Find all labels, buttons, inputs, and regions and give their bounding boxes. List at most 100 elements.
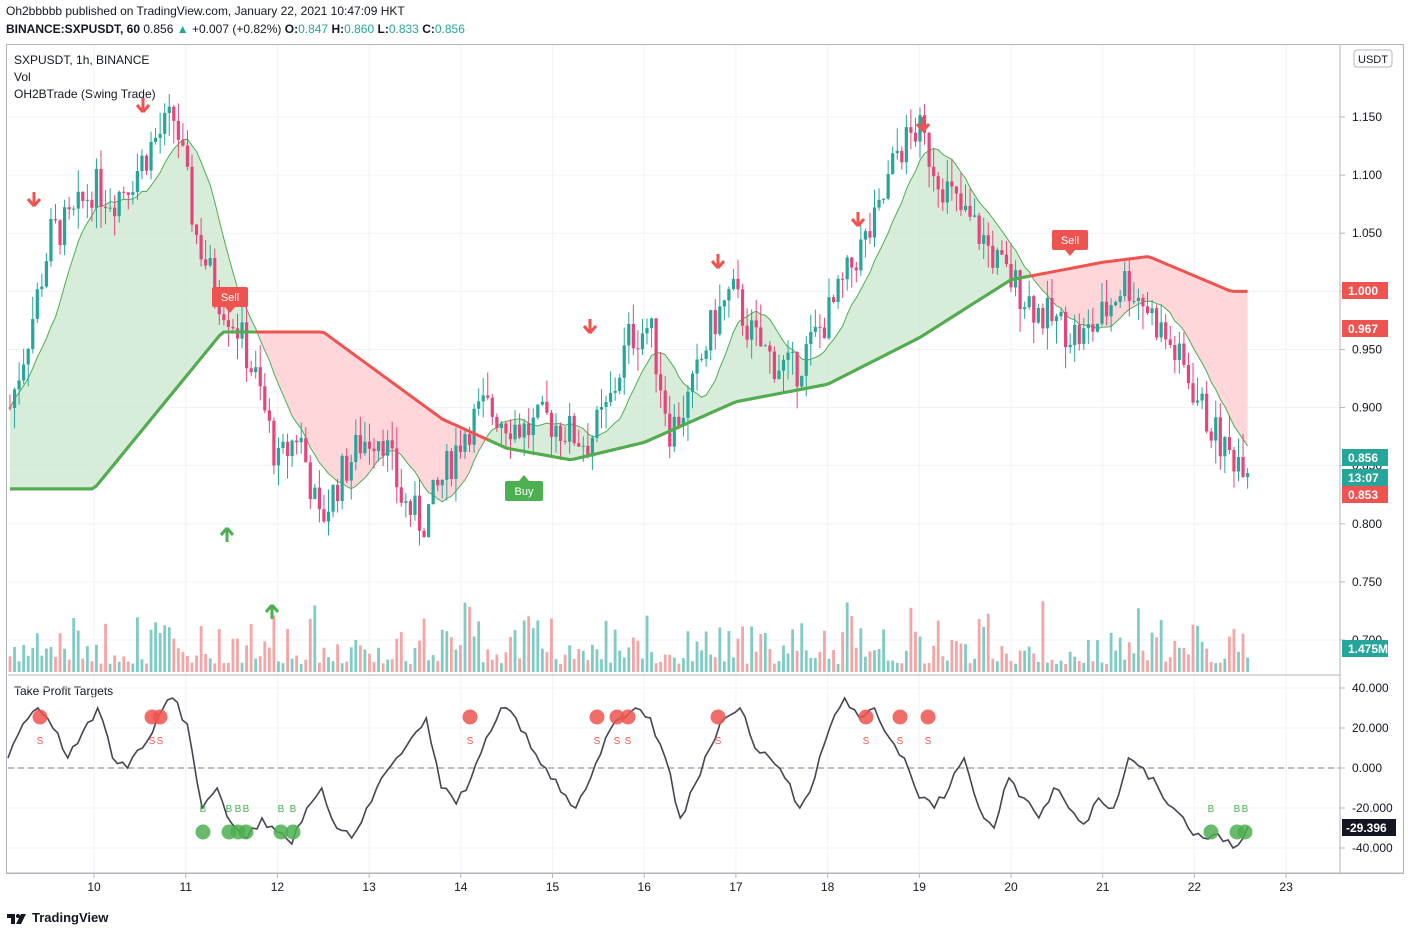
- candle: [135, 153, 139, 200]
- sell-target-letter: S: [625, 736, 632, 747]
- price-badge: [1342, 449, 1388, 466]
- volume-bar: [1032, 653, 1036, 672]
- candle: [85, 183, 89, 219]
- candle-body: [185, 145, 190, 167]
- candle: [572, 413, 576, 446]
- candle: [1236, 438, 1241, 482]
- candle: [463, 428, 467, 460]
- volume-bar: [1209, 662, 1213, 672]
- candle-body: [417, 495, 422, 531]
- volume-bar: [354, 639, 358, 672]
- candle: [126, 192, 130, 210]
- volume-bar: [1059, 660, 1063, 672]
- candle-body: [149, 141, 153, 171]
- candle-body: [677, 416, 681, 427]
- volume-bar: [1214, 663, 1218, 672]
- candle-body: [1200, 393, 1204, 401]
- candle-body: [99, 168, 103, 207]
- volume-bar: [959, 643, 963, 672]
- candle-body: [1209, 431, 1213, 441]
- candle: [99, 150, 103, 228]
- candle-body: [954, 186, 958, 194]
- volume-bar: [481, 662, 485, 672]
- volume-bar: [208, 658, 212, 672]
- candle: [1109, 297, 1113, 332]
- candle-body: [513, 424, 517, 440]
- buy-arrow-icon: [264, 604, 280, 619]
- legend-vol[interactable]: Vol: [14, 70, 31, 84]
- buy-target-marker: [238, 824, 254, 840]
- time-tick-label: 10: [87, 880, 101, 894]
- candle: [513, 409, 517, 443]
- sell-arrow-icon: [710, 254, 726, 269]
- candle: [190, 154, 194, 232]
- candle: [103, 190, 108, 225]
- sell-target-marker: [892, 709, 908, 725]
- candle-body: [440, 479, 444, 486]
- candle-body: [1141, 297, 1145, 307]
- candle: [941, 178, 945, 212]
- candle-body: [700, 358, 704, 360]
- volume-bar: [522, 620, 526, 672]
- candle: [631, 304, 635, 356]
- candle: [8, 394, 12, 411]
- candle-body: [76, 191, 80, 209]
- volume-bar: [149, 629, 153, 672]
- volume-bar: [22, 644, 26, 672]
- legend-indicator[interactable]: OH2BTrade (Swing Trade): [14, 87, 156, 101]
- candle-body: [349, 462, 353, 481]
- volume-bar: [986, 613, 990, 672]
- candle: [759, 304, 763, 347]
- currency-box[interactable]: [1353, 49, 1393, 68]
- candle: [376, 441, 381, 462]
- volume-bar: [176, 648, 180, 672]
- candle-body: [408, 501, 412, 515]
- volume-bar: [122, 656, 126, 672]
- volume-bar: [131, 663, 135, 672]
- volume-bar: [513, 630, 517, 672]
- volume-bar: [550, 618, 553, 672]
- candle: [713, 298, 717, 350]
- open-label: O:: [284, 22, 299, 36]
- candle-body: [90, 199, 94, 208]
- volume-bar: [1064, 663, 1067, 672]
- candle-body: [718, 306, 722, 335]
- volume-bar: [955, 640, 958, 672]
- candle-body: [863, 231, 867, 240]
- volume-bar: [117, 661, 121, 672]
- tradingview-logo[interactable]: TradingView: [6, 910, 108, 925]
- time-tick-label: 14: [454, 880, 468, 894]
- currency-label[interactable]: USDT: [1358, 54, 1388, 66]
- sell-target-marker: [858, 709, 874, 725]
- candle-body: [977, 215, 981, 244]
- candle-body: [331, 484, 335, 512]
- legend-symbol[interactable]: SXPUSDT, 1h, BINANCE: [14, 53, 150, 67]
- volume-bar: [1036, 661, 1040, 672]
- candle-body: [158, 133, 162, 138]
- volume-bar: [845, 602, 849, 672]
- candle-body: [12, 389, 17, 408]
- volume-bar: [126, 661, 130, 672]
- candle-body: [709, 310, 713, 351]
- volume-bar: [586, 660, 590, 672]
- volume-bar: [308, 618, 312, 672]
- tradingview-logo-icon: [7, 913, 26, 924]
- sell-target-marker: [920, 709, 936, 725]
- candle-body: [786, 352, 790, 360]
- candle-body: [449, 451, 453, 479]
- candle: [44, 253, 48, 289]
- candle: [618, 374, 622, 395]
- volume-bar: [1164, 661, 1168, 672]
- candle: [1141, 294, 1145, 330]
- candle-body: [486, 395, 490, 398]
- volume-bar: [40, 655, 44, 672]
- arrow-shape: [219, 527, 235, 542]
- candle: [527, 408, 531, 449]
- candle-body: [822, 327, 827, 339]
- candle: [563, 426, 567, 445]
- volume-bar: [864, 656, 867, 672]
- candle: [1182, 332, 1186, 368]
- time-tick-label: 12: [271, 880, 285, 894]
- candle-body: [631, 323, 635, 349]
